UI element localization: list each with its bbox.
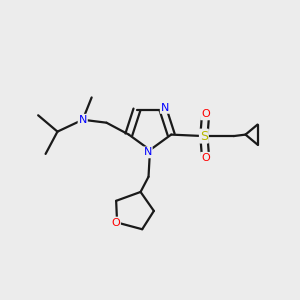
Text: O: O [111, 218, 120, 227]
Text: N: N [143, 147, 152, 158]
Text: S: S [200, 130, 208, 142]
Text: N: N [161, 103, 169, 113]
Text: O: O [201, 153, 210, 163]
Text: O: O [201, 110, 210, 119]
Text: N: N [79, 115, 87, 125]
